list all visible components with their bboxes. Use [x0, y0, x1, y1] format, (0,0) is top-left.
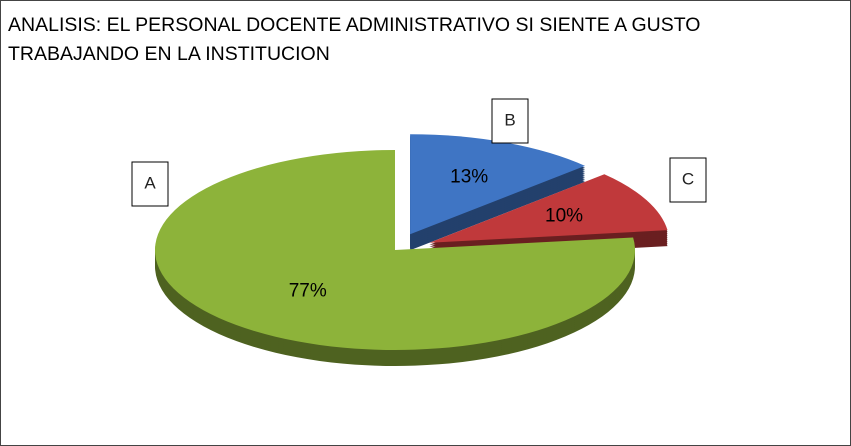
slice	[410, 134, 586, 235]
slice	[155, 150, 635, 350]
category-label-box	[669, 157, 707, 203]
data-label: 10%	[545, 205, 583, 226]
category-label: C	[682, 169, 694, 188]
chart-title: ANALISIS: EL PERSONAL DOCENTE ADMINISTRA…	[8, 14, 701, 65]
data-label: 13%	[450, 166, 488, 187]
category-label: A	[144, 173, 156, 192]
category-label-box	[131, 161, 169, 207]
data-label: 77%	[289, 280, 327, 301]
category-label-box	[491, 98, 529, 144]
category-label: B	[504, 110, 515, 129]
slice	[429, 174, 668, 243]
